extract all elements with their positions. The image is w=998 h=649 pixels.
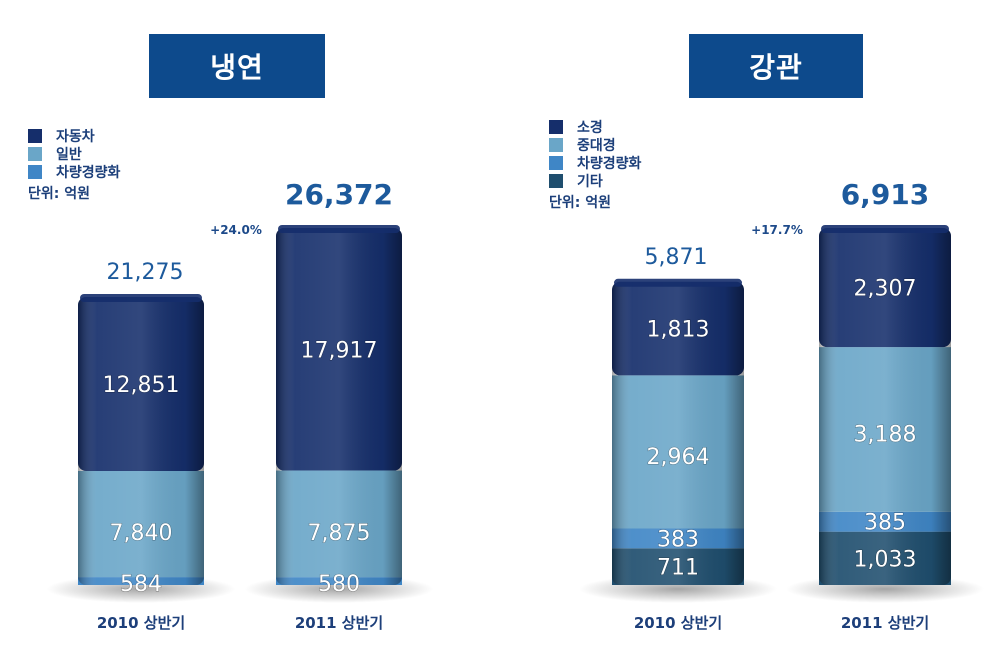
segment-value-label: 7,840 <box>110 521 173 546</box>
legend-item: 차량경량화 <box>28 163 120 181</box>
legend-label: 기타 <box>577 174 603 190</box>
growth-rate-label: +24.0% <box>210 223 262 237</box>
segment-value-label: 580 <box>318 572 360 597</box>
total-value-label: 26,372 <box>285 178 393 211</box>
segment-value-label: 385 <box>864 511 906 536</box>
bar-chart: 711 383 2,964 1,813 5,871 2010 상반기 1,033 385 3,1… <box>579 178 984 632</box>
legend-item: 차량경량화 <box>549 154 641 172</box>
segment-value-label: 711 <box>657 556 699 581</box>
chart-title: 냉연 <box>149 34 325 98</box>
chart-panel-cold-rolled: 냉연 자동차 일반 차량경량화 단위: 억원 584 7,840 12,851 21,… <box>28 34 434 632</box>
legend-swatch <box>549 174 563 188</box>
segment-value-label: 1,033 <box>854 547 917 572</box>
bar-top-cap <box>278 225 400 233</box>
legend-label: 중대경 <box>577 138 616 154</box>
unit-label: 단위: 억원 <box>28 186 90 202</box>
category-label: 2010 상반기 <box>634 614 722 632</box>
legend-label: 소경 <box>577 120 603 136</box>
bar-top-cap <box>614 278 742 287</box>
legend-label: 차량경량화 <box>56 165 121 181</box>
bar-top-cap <box>80 293 202 302</box>
legend-swatch <box>28 147 42 161</box>
legend-label: 일반 <box>56 147 82 163</box>
segment-value-label: 383 <box>657 527 699 552</box>
legend-label: 자동차 <box>56 129 95 145</box>
legend-swatch <box>549 120 563 134</box>
segment-value-label: 1,813 <box>647 318 710 343</box>
category-label: 2010 상반기 <box>97 614 185 632</box>
bar-highlight <box>612 281 744 585</box>
legend-swatch <box>549 138 563 152</box>
chart-panel-steel-pipe: 강관 소경 중대경 차량경량화 기타 단위: 억원 711 383 2,964 1,8… <box>499 0 998 649</box>
legend-item: 소경 <box>549 118 641 136</box>
bar-highlight <box>276 228 402 585</box>
growth-rate-label: +17.7% <box>751 223 803 237</box>
total-value-label: 21,275 <box>107 260 184 285</box>
segment-value-label: 3,188 <box>854 422 917 447</box>
segment-value-label: 7,875 <box>308 521 371 546</box>
category-label: 2011 상반기 <box>841 614 929 632</box>
total-value-label: 5,871 <box>645 245 708 270</box>
category-label: 2011 상반기 <box>295 614 383 632</box>
legend-item: 기타 <box>549 172 641 190</box>
segment-value-label: 2,307 <box>854 277 917 302</box>
legend-item: 일반 <box>28 145 120 163</box>
unit-label: 단위: 억원 <box>549 195 611 211</box>
segment-value-label: 584 <box>120 572 162 597</box>
bar-chart: 584 7,840 12,851 21,275 2010 상반기 580 7,875 17,9… <box>46 178 434 632</box>
segment-value-label: 17,917 <box>301 338 378 363</box>
segment-value-label: 2,964 <box>647 445 710 470</box>
legend: 소경 중대경 차량경량화 기타 단위: 억원 <box>549 118 641 212</box>
chart-title: 강관 <box>689 34 863 98</box>
legend-swatch <box>28 165 42 179</box>
legend: 자동차 일반 차량경량화 단위: 억원 <box>28 127 120 203</box>
legend-swatch <box>28 129 42 143</box>
bar-top-cap <box>821 225 949 233</box>
legend-label: 차량경량화 <box>577 156 642 172</box>
segment-value-label: 12,851 <box>103 373 180 398</box>
bar-highlight <box>819 228 951 585</box>
total-value-label: 6,913 <box>841 178 930 211</box>
legend-item: 중대경 <box>549 136 641 154</box>
legend-swatch <box>549 156 563 170</box>
bar-highlight <box>78 296 204 585</box>
legend-item: 자동차 <box>28 127 120 145</box>
